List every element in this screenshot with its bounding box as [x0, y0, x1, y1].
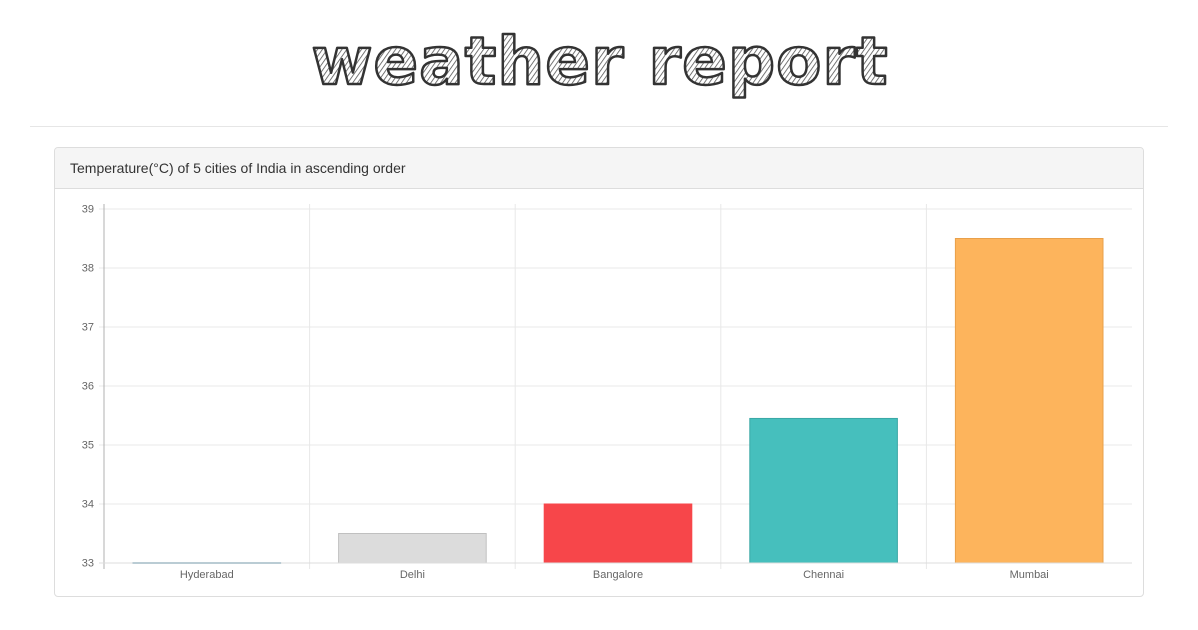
panel-heading: Temperature(°C) of 5 cities of India in … [55, 148, 1143, 189]
panel-title: Temperature(°C) of 5 cities of India in … [70, 160, 406, 176]
x-tick-label: Chennai [803, 569, 844, 581]
bar-delhi [338, 533, 487, 564]
bar-mumbai [954, 238, 1104, 564]
header-svg: weather report [310, 22, 889, 102]
bar-chart: 33 34 35 36 37 38 39 Hyderabad Delhi Bangalore Che… [82, 204, 1132, 581]
page-title: weather report [311, 23, 888, 100]
y-tick-label: 33 [82, 558, 94, 570]
y-tick-label: 34 [82, 499, 94, 511]
x-tick-label: Bangalore [593, 569, 643, 581]
page-header: weather report [0, 0, 1198, 126]
header-divider [30, 126, 1168, 127]
y-tick-label: 35 [82, 440, 94, 452]
chart-panel: Temperature(°C) of 5 cities of India in … [54, 147, 1144, 597]
y-tick-label: 39 [82, 204, 94, 216]
y-tick-label: 36 [82, 381, 94, 393]
x-tick-label: Hyderabad [180, 569, 234, 581]
y-tick-label: 38 [82, 263, 94, 275]
x-tick-label: Delhi [400, 569, 425, 581]
bar-bangalore [543, 503, 693, 564]
y-tick-label: 37 [82, 322, 94, 334]
bar-chennai [749, 417, 898, 564]
x-tick-label: Mumbai [1010, 569, 1049, 581]
